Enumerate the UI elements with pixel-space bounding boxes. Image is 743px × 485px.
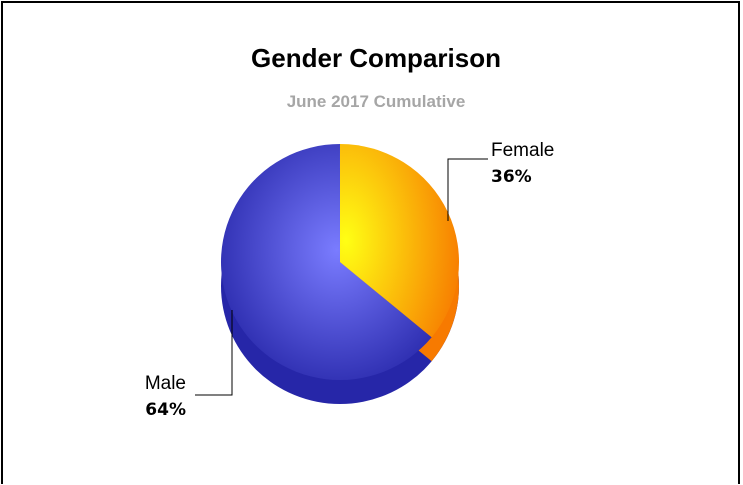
female-label: Female <box>491 140 554 161</box>
pie-slice-female <box>340 144 460 338</box>
female-percent-label: 36% <box>491 167 532 187</box>
pie-slice-male <box>221 144 432 380</box>
male-label: Male <box>145 373 186 394</box>
male-percent-label: 64% <box>145 400 186 420</box>
pie-body <box>221 144 460 404</box>
chart-subtitle: June 2017 Cumulative <box>287 92 466 111</box>
chart-title: Gender Comparison <box>251 43 501 73</box>
male-leader-line <box>195 310 233 396</box>
female-leader-line <box>447 158 488 221</box>
